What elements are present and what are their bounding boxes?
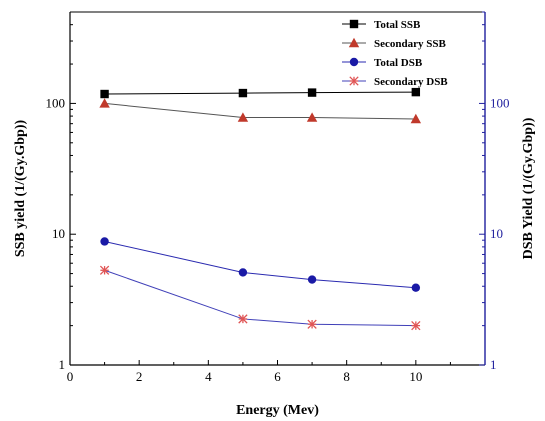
data-point: [239, 89, 247, 97]
x-tick-label: 8: [343, 369, 350, 384]
x-axis-label: Energy (Mev): [236, 403, 319, 418]
x-tick-label: 2: [136, 369, 143, 384]
series-line: [105, 103, 416, 119]
data-point: [100, 266, 108, 274]
legend-item: Total SSB: [342, 19, 421, 31]
legend-item: Total DSB: [342, 57, 423, 69]
series-line: [105, 92, 416, 94]
legend-item: Secondary DSB: [342, 76, 448, 88]
legend-marker: [350, 77, 358, 85]
series-layer: [99, 88, 421, 330]
data-point: [412, 283, 420, 291]
y-tick-label-left: 1: [59, 357, 66, 372]
data-point: [100, 237, 108, 245]
y-tick-label-left: 10: [52, 226, 65, 241]
series-line: [105, 241, 416, 287]
series-secondary-dsb: [100, 266, 420, 330]
legend-item: Secondary SSB: [342, 38, 446, 50]
data-point: [412, 88, 420, 96]
legend-label: Secondary SSB: [374, 38, 446, 50]
legend-label: Total DSB: [374, 57, 423, 69]
data-point: [308, 320, 316, 328]
data-point: [100, 90, 108, 98]
data-point: [412, 321, 420, 329]
x-tick-label: 0: [67, 369, 74, 384]
legend: Total SSB Secondary SSB Total DSB Secondary…: [342, 19, 448, 88]
data-point: [239, 315, 247, 323]
legend-marker: [350, 58, 358, 66]
y-tick-label-right: 100: [490, 95, 510, 110]
y-axis-label-right: DSB Yield (1/(Gy.Gbp)): [521, 117, 536, 259]
y-tick-label-left: 100: [46, 95, 66, 110]
axis-ticks: 0 2 4 6 8 10 1 10 100 1 10 100: [46, 12, 510, 384]
series-total-dsb: [100, 237, 420, 292]
x-tick-label: 4: [205, 369, 212, 384]
plot-frame: [70, 12, 485, 365]
data-point: [308, 88, 316, 96]
y-tick-label-right: 10: [490, 226, 503, 241]
legend-label: Total SSB: [374, 19, 421, 31]
y-axis-label-left: SSB yield (1/(Gy.Gbp)): [13, 120, 28, 258]
data-point: [308, 275, 316, 283]
series-line: [105, 270, 416, 325]
data-point: [99, 98, 109, 107]
series-secondary-ssb: [99, 98, 421, 123]
x-tick-label: 6: [274, 369, 281, 384]
series-total-ssb: [100, 88, 420, 98]
x-tick-label: 10: [409, 369, 422, 384]
y-tick-label-right: 1: [490, 357, 497, 372]
legend-label: Secondary DSB: [374, 76, 448, 88]
data-point: [239, 268, 247, 276]
legend-marker: [350, 20, 358, 28]
